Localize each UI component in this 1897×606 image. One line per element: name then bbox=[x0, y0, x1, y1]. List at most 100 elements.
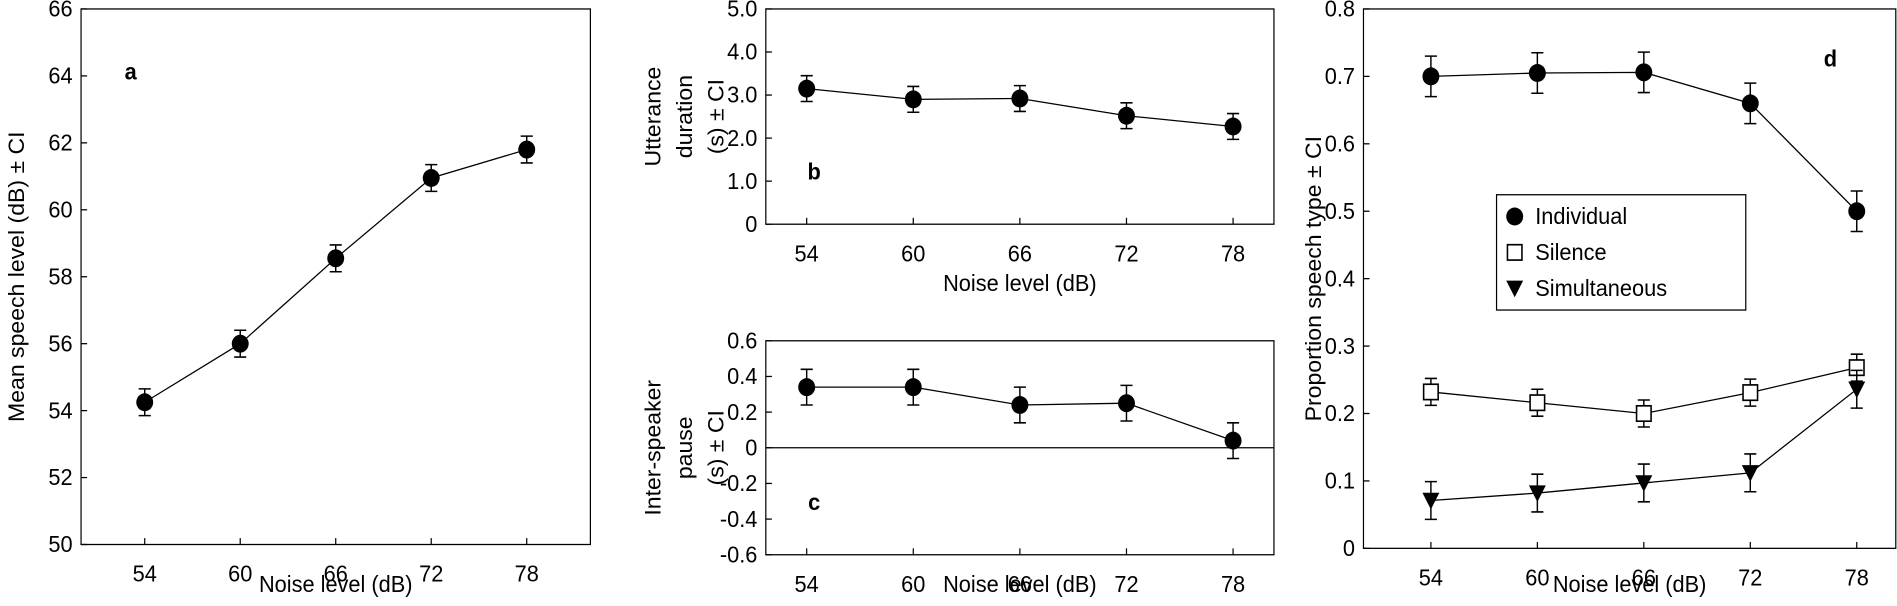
marker bbox=[327, 249, 345, 268]
y-tick-label: 4.0 bbox=[727, 39, 757, 65]
marker bbox=[1848, 202, 1866, 221]
panel-label: d bbox=[1824, 46, 1837, 72]
marker bbox=[1506, 280, 1524, 298]
marker bbox=[422, 169, 440, 187]
y-tick-label: 1.0 bbox=[727, 168, 757, 194]
legend-label: Simultaneous bbox=[1535, 275, 1667, 301]
marker bbox=[1742, 384, 1759, 402]
marker bbox=[1506, 207, 1524, 226]
x-tick-label: 60 bbox=[901, 571, 925, 597]
y-axis-title: (s) ± CI bbox=[704, 410, 728, 485]
marker bbox=[1422, 492, 1440, 510]
y-tick-label: 56 bbox=[48, 331, 72, 357]
x-tick-label: 54 bbox=[795, 241, 819, 267]
marker bbox=[518, 140, 536, 159]
marker bbox=[1528, 485, 1546, 503]
y-tick-label: 0.6 bbox=[727, 328, 757, 354]
x-tick-label: 72 bbox=[1114, 571, 1138, 597]
x-tick-label: 72 bbox=[1738, 565, 1762, 591]
series-line bbox=[144, 148, 527, 403]
y-tick-label: 54 bbox=[48, 398, 72, 424]
y-tick-label: 66 bbox=[48, 0, 72, 22]
x-axis-title: Noise level (dB) bbox=[943, 270, 1097, 296]
x-tick-label: 78 bbox=[1221, 571, 1245, 597]
x-tick-label: 60 bbox=[901, 241, 925, 267]
marker bbox=[1635, 475, 1653, 492]
marker bbox=[798, 378, 816, 397]
y-tick-label: 0 bbox=[1343, 535, 1355, 561]
x-tick-label: 78 bbox=[1221, 241, 1245, 267]
legend-box bbox=[1495, 194, 1747, 311]
marker bbox=[1741, 465, 1759, 482]
y-tick-label: -0.2 bbox=[720, 471, 757, 497]
y-tick-label: 58 bbox=[48, 264, 72, 290]
y-axis-title: Utterance bbox=[641, 67, 665, 167]
y-tick-label: 0.8 bbox=[1325, 0, 1355, 22]
x-tick-label: 66 bbox=[1008, 571, 1032, 597]
x-tick-label: 54 bbox=[133, 561, 157, 587]
plot-frame bbox=[80, 8, 591, 546]
y-tick-label: 5.0 bbox=[727, 0, 757, 22]
marker bbox=[1848, 381, 1866, 399]
marker bbox=[1635, 404, 1652, 423]
x-tick-label: 66 bbox=[1632, 565, 1656, 591]
y-tick-label: 64 bbox=[48, 63, 72, 89]
x-tick-label: 60 bbox=[228, 561, 252, 587]
legend-label: Silence bbox=[1535, 240, 1606, 266]
x-tick-label: 78 bbox=[1845, 565, 1869, 591]
y-tick-label: -0.4 bbox=[720, 506, 757, 532]
marker bbox=[1011, 89, 1029, 108]
y-tick-label: 0.6 bbox=[1325, 131, 1355, 157]
y-axis-title: duration bbox=[673, 75, 697, 158]
y-tick-label: 0 bbox=[745, 435, 757, 461]
y-tick-label: 62 bbox=[48, 130, 72, 156]
y-tick-label: 0.4 bbox=[727, 364, 757, 390]
y-tick-label: -0.6 bbox=[720, 542, 757, 568]
marker bbox=[231, 334, 249, 353]
marker bbox=[1422, 67, 1440, 86]
marker bbox=[1422, 383, 1439, 401]
y-tick-label: 50 bbox=[48, 532, 72, 558]
x-axis-title: Noise level (dB) bbox=[943, 571, 1097, 597]
y-tick-label: 0.3 bbox=[1325, 333, 1355, 359]
plot-frame bbox=[765, 8, 1275, 225]
x-tick-label: 72 bbox=[419, 561, 443, 587]
marker bbox=[1506, 243, 1523, 261]
y-tick-label: 0.2 bbox=[1325, 401, 1355, 427]
y-tick-label: 3.0 bbox=[727, 82, 757, 108]
x-tick-label: 54 bbox=[1419, 565, 1443, 591]
marker bbox=[1741, 94, 1759, 113]
x-tick-label: 78 bbox=[515, 561, 539, 587]
y-tick-label: 52 bbox=[48, 465, 72, 491]
y-tick-label: 0.2 bbox=[727, 399, 757, 425]
marker bbox=[136, 393, 154, 412]
y-axis-title: pause bbox=[673, 416, 697, 479]
marker bbox=[1528, 64, 1546, 82]
panel-label: c bbox=[808, 489, 820, 515]
marker bbox=[904, 90, 922, 109]
x-tick-label: 72 bbox=[1114, 241, 1138, 267]
y-tick-label: 60 bbox=[48, 197, 72, 223]
y-axis-title: Mean speech level (dB) ± CI bbox=[5, 131, 29, 422]
marker bbox=[1011, 396, 1029, 414]
x-tick-label: 54 bbox=[795, 571, 819, 597]
panel-label: a bbox=[125, 59, 138, 85]
y-tick-label: 0.5 bbox=[1325, 198, 1355, 224]
marker bbox=[798, 79, 816, 98]
marker bbox=[1224, 431, 1242, 450]
marker bbox=[1118, 394, 1135, 413]
y-tick-label: 0 bbox=[745, 211, 757, 237]
y-tick-label: 0.4 bbox=[1325, 266, 1355, 292]
y-tick-label: 0.1 bbox=[1325, 468, 1355, 494]
panel-label: b bbox=[808, 159, 821, 185]
marker bbox=[1635, 63, 1653, 82]
x-tick-label: 66 bbox=[1008, 241, 1032, 267]
marker bbox=[904, 378, 922, 397]
y-tick-label: 2.0 bbox=[727, 125, 757, 151]
x-tick-label: 60 bbox=[1525, 565, 1549, 591]
marker bbox=[1118, 106, 1135, 125]
marker bbox=[1224, 117, 1242, 136]
x-axis-title: Noise level (dB) bbox=[259, 571, 413, 597]
y-axis-title: Proportion speech type ± CI bbox=[1302, 136, 1326, 421]
